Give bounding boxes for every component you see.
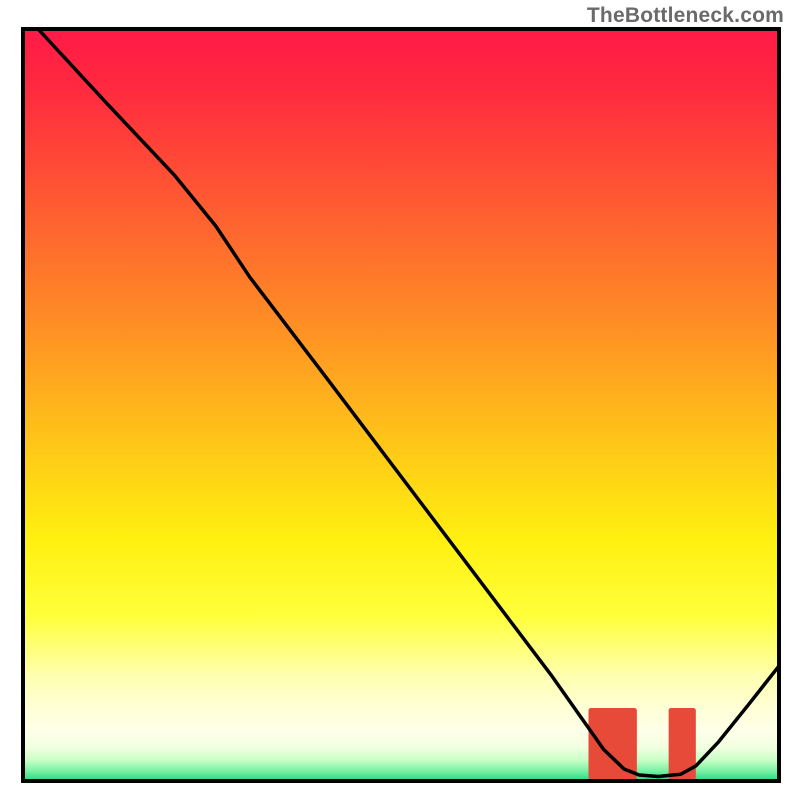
- watermark-text: TheBottleneck.com: [587, 4, 784, 28]
- bottleneck-chart: [0, 0, 800, 800]
- chart-container: { "watermark": "TheBottleneck.com", "cha…: [0, 0, 800, 800]
